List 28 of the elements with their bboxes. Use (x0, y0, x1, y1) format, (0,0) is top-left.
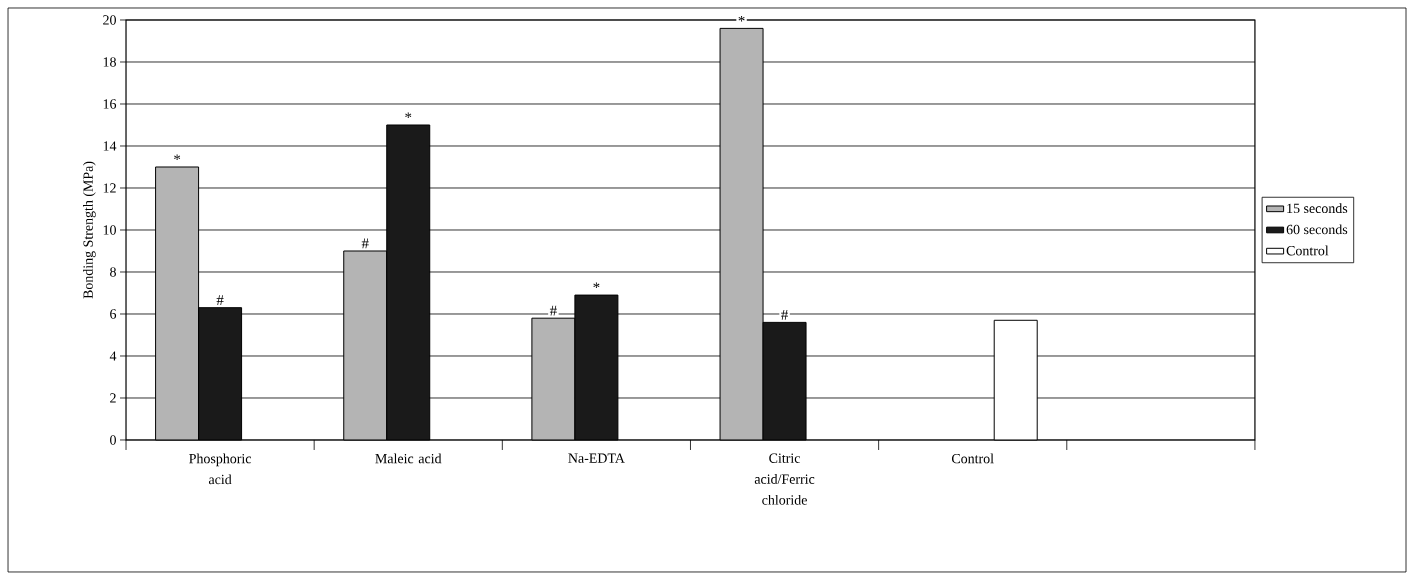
y-tick-label: 4 (109, 351, 117, 361)
legend-label: 15 seconds (1287, 203, 1348, 214)
annotation: # (549, 305, 557, 316)
y-axis-title: Bonding Strength (MPa) (83, 161, 96, 299)
y-tick-label: 20 (103, 15, 116, 25)
y-tick-label: 18 (103, 57, 116, 67)
y-tick-label: 14 (103, 141, 117, 151)
x-tick-label: Citric acid/Ferric chloride (754, 453, 815, 505)
annotation: * (593, 282, 600, 289)
annotation: * (405, 112, 412, 118)
annotation: # (216, 295, 224, 305)
y-tick-label: 0 (110, 435, 116, 445)
x-tick-label: Na-EDTA (568, 453, 625, 463)
y-tick-label: 2 (110, 393, 116, 403)
y-tick-label: 10 (103, 225, 116, 235)
legend-label: 60 seconds (1286, 224, 1348, 235)
legend-label: Control (1286, 245, 1329, 256)
annotation: # (361, 238, 369, 249)
x-tick-label: Control (951, 453, 994, 464)
annotation: * (174, 154, 181, 160)
x-tick-label: Phosphoric acid (189, 453, 252, 485)
y-tick-label: 8 (110, 267, 116, 277)
annotation: # (781, 309, 789, 320)
y-tick-label: 12 (103, 183, 116, 193)
y-tick-label: 6 (110, 309, 117, 319)
x-tick-label: Maleic acid (375, 453, 442, 464)
annotation: * (738, 15, 745, 22)
y-tick-label: 16 (103, 99, 117, 109)
